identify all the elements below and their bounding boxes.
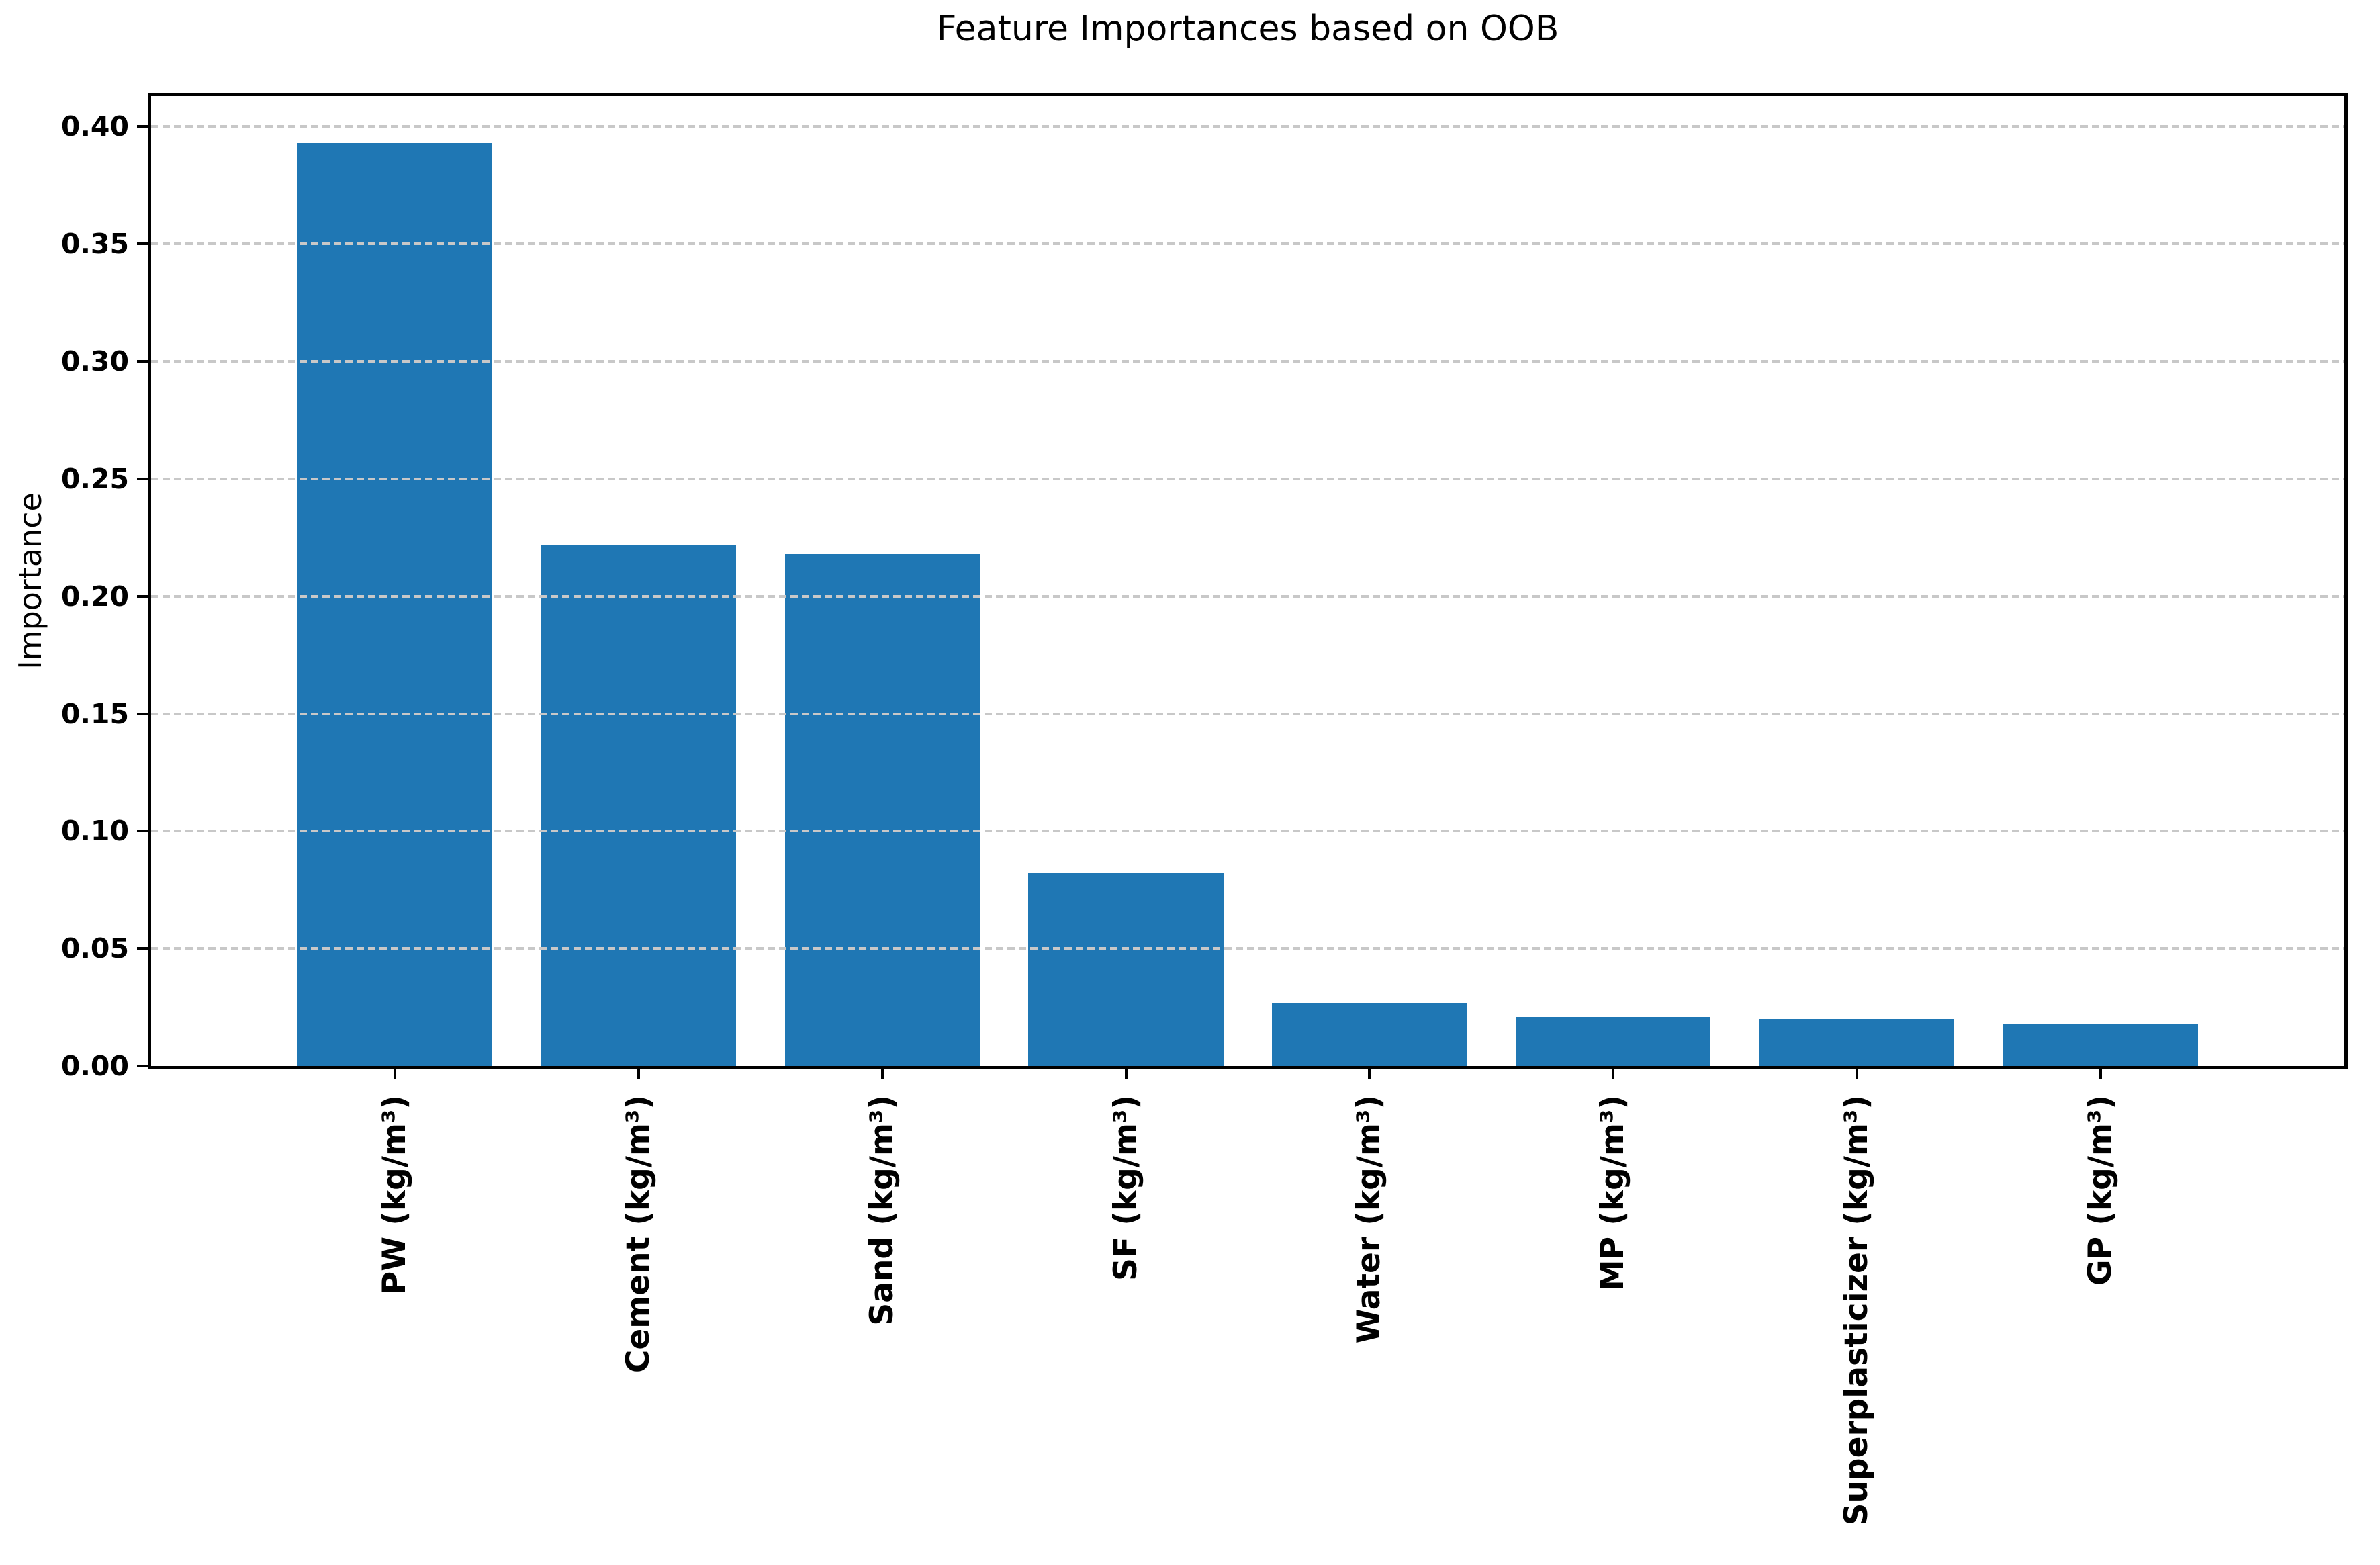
x-tick-label: MP (kg/m³): [1594, 1095, 1632, 1292]
x-tick-mark: [1856, 1069, 1859, 1079]
x-tick-label: Cement (kg/m³): [619, 1095, 657, 1374]
gridline: [151, 477, 2344, 480]
y-tick-mark: [137, 242, 148, 246]
y-tick-label: 0.25: [60, 462, 129, 495]
y-tick-mark: [137, 125, 148, 128]
y-tick-label: 0.05: [60, 932, 129, 965]
y-tick-label: 0.20: [60, 580, 129, 613]
gridline: [151, 594, 2344, 598]
y-tick-label: 0.15: [60, 697, 129, 730]
bar: [1516, 1016, 1711, 1066]
x-tick-mark: [637, 1069, 640, 1079]
bar: [541, 544, 736, 1066]
x-tick-label: GP (kg/m³): [2082, 1095, 2119, 1286]
x-tick-label: Superplasticizer (kg/m³): [1838, 1095, 1876, 1526]
x-tick-label: Sand (kg/m³): [863, 1095, 901, 1326]
x-tick-mark: [2099, 1069, 2103, 1079]
y-tick-mark: [137, 477, 148, 480]
y-tick-mark: [137, 594, 148, 598]
gridline: [151, 125, 2344, 128]
x-tick-mark: [1612, 1069, 1615, 1079]
plot-area: [148, 93, 2348, 1069]
bar: [1028, 873, 1224, 1066]
chart-title: Feature Importances based on OOB: [936, 9, 1559, 49]
y-tick-mark: [137, 947, 148, 950]
gridline: [151, 712, 2344, 715]
bar: [1272, 1002, 1467, 1066]
x-tick-mark: [1124, 1069, 1128, 1079]
x-tick-label: Water (kg/m³): [1351, 1095, 1388, 1344]
bar: [784, 553, 980, 1066]
y-tick-label: 0.00: [60, 1050, 129, 1082]
gridline: [151, 947, 2344, 950]
x-tick-mark: [880, 1069, 884, 1079]
y-tick-label: 0.10: [60, 815, 129, 848]
y-tick-mark: [137, 712, 148, 715]
bar: [1759, 1019, 1955, 1066]
gridline: [151, 830, 2344, 833]
x-tick-label: PW (kg/m³): [376, 1095, 414, 1295]
x-tick-mark: [393, 1069, 396, 1079]
bar: [2003, 1024, 2199, 1066]
x-tick-label: SF (kg/m³): [1107, 1095, 1144, 1281]
y-tick-mark: [137, 830, 148, 833]
y-tick-mark: [137, 360, 148, 363]
y-tick-mark: [137, 1065, 148, 1067]
x-tick-mark: [1368, 1069, 1371, 1079]
bar: [297, 142, 493, 1066]
gridline: [151, 360, 2344, 363]
gridline: [151, 242, 2344, 246]
y-tick-label: 0.40: [60, 110, 129, 143]
y-tick-label: 0.35: [60, 228, 129, 261]
y-tick-label: 0.30: [60, 345, 129, 378]
